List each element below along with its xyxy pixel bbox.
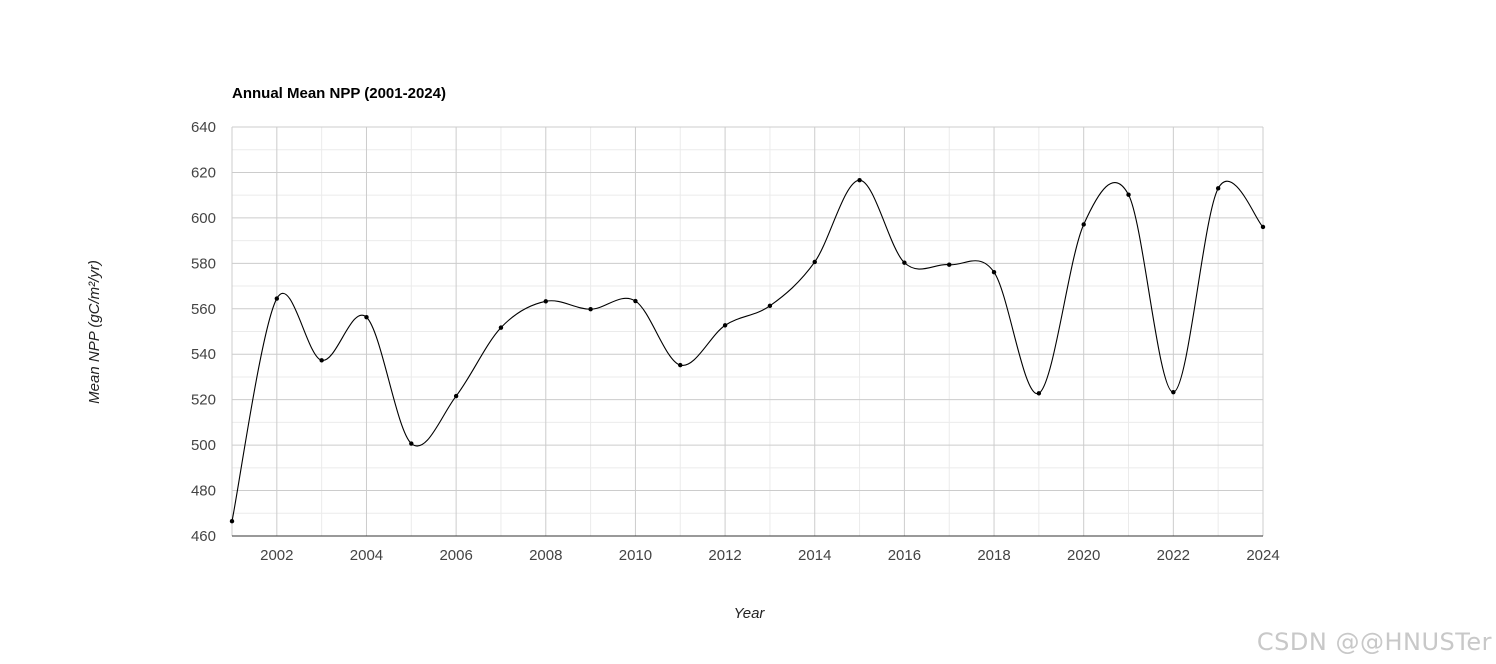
x-tick-label: 2010 — [619, 547, 652, 564]
data-point — [1260, 224, 1266, 230]
x-tick-label: 2020 — [1067, 547, 1100, 564]
grid-lines — [231, 126, 1264, 537]
data-point — [812, 259, 817, 265]
y-tick-label: 580 — [191, 255, 216, 272]
data-point — [498, 325, 504, 330]
data-point — [453, 393, 459, 399]
x-tick-labels: 2002 2004 2006 2008 2010 2012 2014 2016 2018 2020… — [260, 547, 1280, 564]
x-tick-label: 2022 — [1157, 547, 1190, 564]
x-tick-label: 2018 — [977, 547, 1010, 564]
data-point — [274, 296, 280, 301]
y-tick-label: 520 — [191, 392, 216, 409]
data-point — [767, 303, 773, 309]
y-tick-label: 600 — [191, 210, 216, 227]
data-point — [409, 441, 414, 446]
data-point — [857, 177, 862, 183]
x-tick-label: 2012 — [708, 547, 741, 564]
data-point — [1171, 389, 1176, 395]
data-point — [543, 299, 548, 304]
data-point — [588, 307, 593, 312]
data-point — [229, 519, 235, 524]
x-tick-label: 2024 — [1246, 547, 1279, 564]
x-tick-label: 2014 — [798, 547, 831, 564]
x-tick-label: 2008 — [529, 547, 562, 564]
x-tick-label: 2004 — [350, 547, 383, 564]
y-tick-label: 460 — [191, 528, 216, 545]
series-line-layer — [231, 179, 1264, 522]
watermark-text: CSDN @@HNUSTer — [1256, 628, 1492, 656]
y-tick-label: 540 — [191, 346, 216, 363]
data-point — [947, 262, 952, 267]
data-point — [633, 298, 638, 304]
y-tick-label: 560 — [191, 301, 216, 318]
data-point — [991, 269, 997, 275]
x-tick-label: 2016 — [888, 547, 921, 564]
y-tick-label: 480 — [191, 483, 216, 500]
data-point — [1126, 192, 1131, 197]
data-point — [902, 260, 907, 265]
chart-title: Annual Mean NPP (2001-2024) — [232, 85, 446, 102]
plot-frame — [231, 127, 1263, 537]
x-axis-title: Year — [734, 605, 766, 622]
data-point — [1081, 222, 1086, 227]
y-tick-label: 640 — [191, 119, 216, 136]
series-line — [231, 179, 1264, 522]
data-points — [229, 177, 1266, 524]
y-tick-labels: 460 480 500 520 540 560 580 600 620 640 — [191, 119, 216, 545]
data-point — [319, 358, 324, 363]
y-tick-label: 620 — [191, 164, 216, 181]
data-point — [1036, 391, 1042, 396]
y-axis-title: Mean NPP (gC/m²/yr) — [86, 260, 103, 404]
y-tick-label: 500 — [191, 437, 216, 454]
data-point — [722, 323, 728, 328]
data-point — [364, 314, 369, 320]
data-point — [678, 362, 683, 368]
x-tick-label: 2002 — [260, 547, 293, 564]
data-point — [1215, 186, 1221, 191]
x-tick-label: 2006 — [439, 547, 472, 564]
